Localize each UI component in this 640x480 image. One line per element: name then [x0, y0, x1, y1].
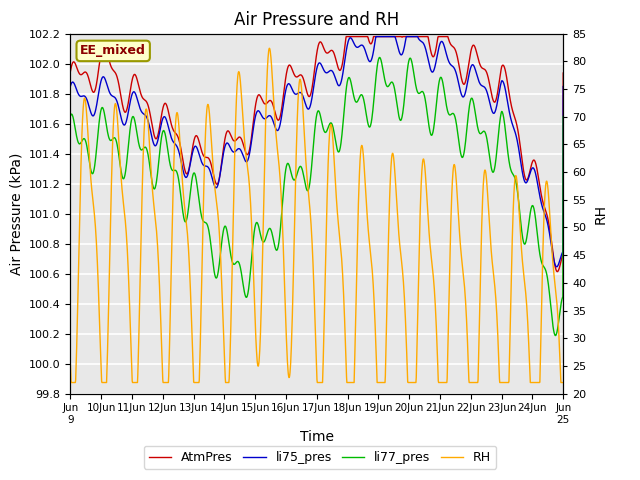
RH — [68, 380, 76, 385]
AtmPres — [554, 269, 561, 275]
AtmPres — [286, 62, 294, 68]
AtmPres — [348, 34, 355, 39]
Y-axis label: Air Pressure (kPa): Air Pressure (kPa) — [9, 153, 23, 275]
li77_pres — [105, 133, 113, 139]
Text: EE_mixed: EE_mixed — [80, 44, 146, 58]
RH — [105, 293, 113, 299]
Title: Air Pressure and RH: Air Pressure and RH — [234, 11, 399, 29]
AtmPres — [125, 98, 132, 104]
Y-axis label: RH: RH — [593, 204, 607, 224]
li75_pres — [294, 90, 302, 96]
li75_pres — [105, 87, 113, 93]
Line: RH: RH — [70, 48, 563, 383]
li77_pres — [559, 114, 567, 120]
AtmPres — [342, 34, 350, 39]
RH — [266, 46, 273, 51]
Line: AtmPres: AtmPres — [70, 36, 563, 272]
X-axis label: Time: Time — [300, 431, 334, 444]
li75_pres — [553, 264, 561, 270]
li77_pres — [276, 235, 284, 240]
li77_pres — [347, 79, 355, 84]
RH — [559, 380, 567, 385]
RH — [67, 361, 74, 367]
li77_pres — [376, 55, 383, 60]
li75_pres — [559, 84, 567, 89]
li75_pres — [347, 35, 355, 41]
li77_pres — [125, 141, 132, 146]
Line: li75_pres: li75_pres — [70, 36, 563, 267]
li77_pres — [552, 333, 559, 338]
AtmPres — [67, 69, 74, 74]
RH — [276, 176, 284, 182]
AtmPres — [105, 55, 113, 61]
li77_pres — [67, 113, 74, 119]
AtmPres — [294, 73, 302, 79]
li77_pres — [286, 164, 294, 170]
li75_pres — [372, 34, 380, 39]
li75_pres — [125, 108, 132, 113]
AtmPres — [559, 70, 567, 76]
RH — [348, 380, 355, 385]
AtmPres — [276, 116, 284, 122]
li75_pres — [67, 83, 74, 89]
li77_pres — [294, 167, 302, 172]
li75_pres — [286, 82, 294, 87]
li75_pres — [276, 124, 284, 130]
RH — [296, 80, 303, 85]
Line: li77_pres: li77_pres — [70, 58, 563, 336]
RH — [287, 365, 294, 371]
RH — [125, 284, 132, 290]
Legend: AtmPres, li75_pres, li77_pres, RH: AtmPres, li75_pres, li77_pres, RH — [144, 446, 496, 469]
